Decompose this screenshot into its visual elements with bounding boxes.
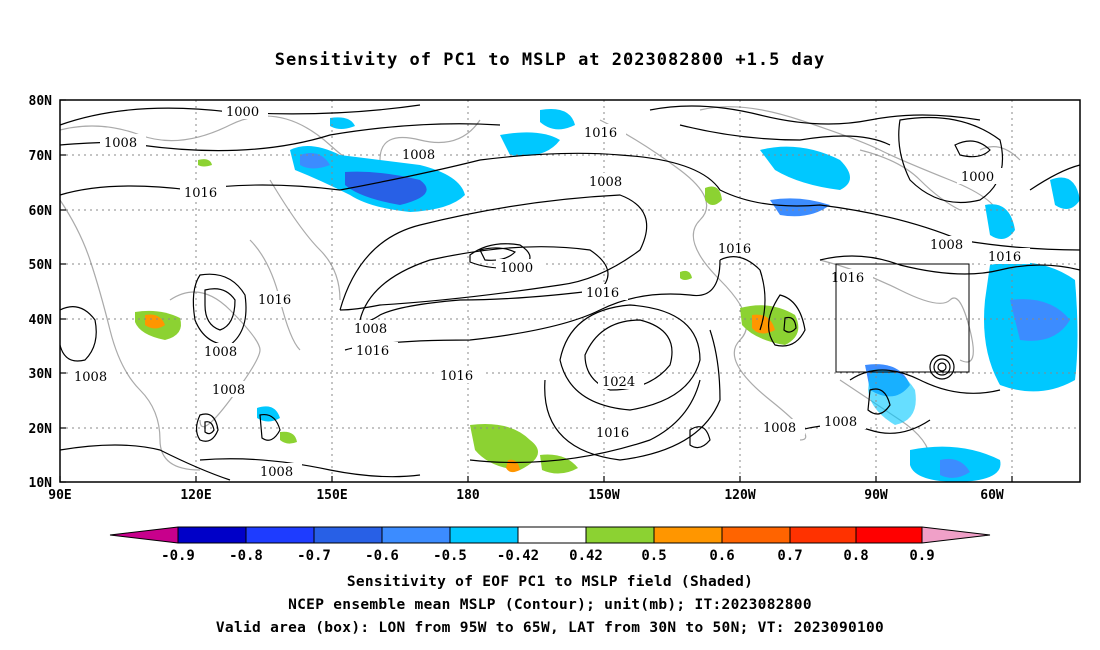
- caption-line-3: Valid area (box): LON from 95W to 65W, L…: [215, 620, 885, 636]
- contour-label: 1016: [258, 293, 291, 308]
- colorbar-cell: [722, 527, 790, 543]
- contour-label: 1008: [930, 238, 963, 253]
- contour-label: 1016: [586, 286, 619, 301]
- contour-label: 1000: [500, 261, 533, 276]
- lon-label: 150W: [588, 488, 619, 503]
- colorbar-cell: [654, 527, 722, 543]
- contour-label: 1008: [824, 415, 857, 430]
- contour-label: 1016: [184, 186, 217, 201]
- contour-label: 1008: [74, 370, 107, 385]
- contour-label: 1008: [589, 175, 622, 190]
- lon-label: 90E: [48, 488, 71, 503]
- lon-label: 60W: [980, 488, 1004, 503]
- contour-label: 1008: [104, 136, 137, 151]
- colorbar-cell: [586, 527, 654, 543]
- colorbar-label: 0.7: [777, 548, 802, 564]
- contour-label: 1024: [602, 375, 635, 390]
- contour-label: 1016: [584, 126, 617, 141]
- contour-label-group: 1000 1008 1008 1016 1016 1008 1000 1008 …: [70, 103, 1030, 480]
- colorbar-cell: [450, 527, 518, 543]
- map-title: Sensitivity of PC1 to MSLP at 2023082800…: [274, 50, 826, 70]
- colorbar-cell: [790, 527, 856, 543]
- colorbar-label: 0.5: [641, 548, 666, 564]
- lat-label: 50N: [29, 258, 53, 273]
- contour-label: 1016: [988, 250, 1021, 265]
- contour-label: 1016: [596, 426, 629, 441]
- lon-label: 90W: [864, 488, 888, 503]
- caption-line-2: NCEP ensemble mean MSLP (Contour); unit(…: [288, 597, 812, 613]
- colorbar-cell: [178, 527, 246, 543]
- contour-label: 1008: [354, 322, 387, 337]
- contour-label: 1016: [440, 369, 473, 384]
- colorbar-label: -0.8: [229, 548, 263, 564]
- lon-label: 120E: [180, 488, 211, 503]
- contour-label: 1016: [831, 271, 864, 286]
- contour-label: 1016: [356, 344, 389, 359]
- colorbar-cell: [518, 527, 586, 543]
- colorbar-cell: [856, 527, 922, 543]
- contour-label: 1008: [402, 148, 435, 163]
- contour-label: 1000: [226, 105, 259, 120]
- axis-ticks: [59, 99, 1013, 483]
- contour-label: 1008: [204, 345, 237, 360]
- colorbar-label: -0.9: [161, 548, 195, 564]
- contour-label: 1008: [763, 421, 796, 436]
- lat-label: 30N: [29, 367, 53, 382]
- lat-label: 70N: [29, 149, 53, 164]
- colorbar-label: -0.7: [297, 548, 331, 564]
- colorbar-cell: [314, 527, 382, 543]
- colorbar-label: 0.42: [569, 548, 603, 564]
- lon-label: 120W: [724, 488, 755, 503]
- colorbar-cell: [246, 527, 314, 543]
- colorbar-cell: [382, 527, 450, 543]
- colorbar-label: -0.42: [497, 548, 539, 564]
- contour-label: 1008: [212, 383, 245, 398]
- colorbar-cell: [110, 527, 178, 543]
- contour-label: 1000: [961, 170, 994, 185]
- colorbar-label: -0.5: [433, 548, 467, 564]
- mslp-contours: [59, 104, 1081, 481]
- colorbar-cell: [922, 527, 990, 543]
- lon-label: 150E: [316, 488, 347, 503]
- lon-label: 180: [456, 488, 480, 503]
- colorbar-label: 0.8: [843, 548, 868, 564]
- sensitivity-shading: [135, 109, 1080, 482]
- colorbar-label: 0.6: [709, 548, 734, 564]
- colorbar-label: -0.6: [365, 548, 399, 564]
- colorbar: -0.9 -0.8 -0.7 -0.6 -0.5 -0.42 0.42 0.5 …: [109, 526, 991, 564]
- graticule: [60, 100, 1080, 482]
- contour-label: 1008: [260, 465, 293, 480]
- lat-label: 20N: [29, 422, 53, 437]
- lat-label: 60N: [29, 204, 53, 219]
- lat-label: 80N: [29, 94, 53, 109]
- valid-area-box: [835, 263, 970, 373]
- contour-label: 1016: [718, 242, 751, 257]
- map-frame: [59, 99, 1081, 483]
- colorbar-label: 0.9: [909, 548, 934, 564]
- lat-label: 10N: [29, 476, 53, 491]
- caption-line-1: Sensitivity of EOF PC1 to MSLP field (Sh…: [346, 574, 754, 590]
- lat-label: 40N: [29, 313, 53, 328]
